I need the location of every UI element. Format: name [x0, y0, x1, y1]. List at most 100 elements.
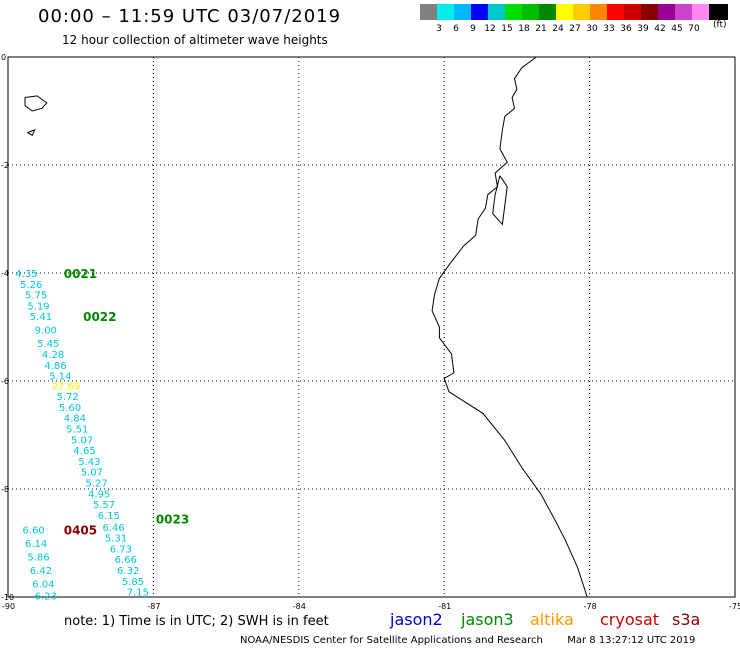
swh-value: 5.86 [27, 553, 49, 564]
legend-swatch [437, 4, 456, 20]
y-tick-label: -10 [1, 593, 14, 602]
swh-value: 4.65 [73, 446, 95, 457]
x-tick-label: -84 [293, 602, 306, 611]
swh-value: 6.60 [23, 526, 45, 537]
map-frame [7, 56, 736, 598]
swh-value: 7.15 [127, 588, 149, 599]
legend-swatch [522, 4, 541, 20]
legend-swatch [607, 4, 626, 20]
swh-value: 5.14 [49, 372, 71, 383]
legend-label: 12 [484, 24, 496, 34]
swh-value: 4.95 [88, 489, 110, 500]
legend-label: 21 [535, 24, 547, 34]
footer-timestamp: Mar 8 13:27:12 UTC 2019 [567, 635, 696, 646]
swh-value: 9.00 [35, 326, 57, 337]
chart-subtitle: 12 hour collection of altimeter wave hei… [62, 33, 328, 47]
legend-swatch [675, 4, 694, 20]
island-outline [27, 129, 36, 137]
legend-swatch [624, 4, 643, 20]
swh-value: 5.51 [66, 425, 88, 436]
x-tick-label: -90 [2, 602, 15, 611]
legend-swatch [573, 4, 592, 20]
legend-label: 36 [620, 24, 632, 34]
coastline [431, 56, 588, 598]
y-tick-label: -4 [1, 269, 9, 278]
swh-value: 5.85 [122, 577, 144, 588]
swh-value: 6.14 [25, 539, 47, 550]
swh-value: 6.73 [110, 544, 132, 555]
chart-title: 00:00 – 11:59 UTC 03/07/2019 [38, 6, 342, 27]
legend-label: 30 [586, 24, 598, 34]
legend-label: 15 [501, 24, 513, 34]
gulf-island-outline [492, 175, 508, 226]
legend-label: 24 [552, 24, 564, 34]
swh-value: 5.19 [27, 301, 49, 312]
satellite-label-jason3: jason3 [461, 610, 514, 629]
swh-value: 5.07 [81, 468, 103, 479]
swh-value: 5.26 [20, 280, 42, 291]
swh-value: 5.57 [93, 500, 115, 511]
map-note: note: 1) Time is in UTC; 2) SWH is in fe… [64, 614, 329, 629]
x-tick-label: -75 [729, 602, 740, 611]
legend-label: 3 [436, 24, 442, 34]
swh-value: 4.35 [15, 269, 37, 280]
legend-swatch [505, 4, 524, 20]
swh-value: 5.07 [71, 435, 93, 446]
legend-unit: (ft) [713, 20, 727, 30]
legend-swatch [556, 4, 575, 20]
swh-value: 5.43 [78, 457, 100, 468]
footer-credit: NOAA/NESDIS Center for Satellite Applica… [240, 635, 543, 646]
swh-value: 4.84 [64, 414, 86, 425]
swh-value: 6.46 [103, 523, 125, 534]
satellite-label-altika: altika [530, 610, 574, 629]
legend-swatch [539, 4, 558, 20]
swh-value: 6.23 [35, 591, 57, 602]
swh-value: 27.69 [52, 381, 81, 392]
pass-number-label: 0023 [156, 513, 189, 527]
legend-label: 45 [671, 24, 683, 34]
legend-label: 42 [654, 24, 666, 34]
swh-value: 6.15 [98, 511, 120, 522]
legend-swatch [471, 4, 490, 20]
swh-value: 5.27 [86, 479, 108, 490]
island-outline [24, 95, 48, 112]
swh-value: 5.45 [37, 339, 59, 350]
x-tick-label: -87 [147, 602, 160, 611]
legend-swatch [420, 4, 439, 20]
legend-swatch [641, 4, 660, 20]
swh-value: 5.60 [59, 403, 81, 414]
swh-value: 4.28 [42, 350, 64, 361]
swh-value: 6.42 [30, 566, 52, 577]
swh-value: 4.86 [44, 361, 66, 372]
legend-swatch [488, 4, 507, 20]
legend-swatch [590, 4, 609, 20]
x-tick-label: -78 [584, 602, 597, 611]
legend-label: 18 [518, 24, 530, 34]
legend-swatch [709, 4, 728, 20]
swh-value: 5.75 [25, 291, 47, 302]
legend-label: 70 [688, 24, 700, 34]
y-tick-label: -2 [1, 161, 9, 170]
swh-value: 5.31 [105, 534, 127, 545]
y-tick-label: -8 [1, 485, 9, 494]
y-tick-label: -6 [1, 377, 9, 386]
legend-swatch [454, 4, 473, 20]
pass-number-label: 0022 [83, 310, 116, 324]
legend-label: 9 [470, 24, 476, 34]
satellite-label-s3a: s3a [672, 610, 701, 629]
satellite-label-cryosat: cryosat [600, 610, 660, 629]
satellite-label-jason2: jason2 [390, 610, 443, 629]
legend-swatch [658, 4, 677, 20]
legend-swatch [692, 4, 711, 20]
pass-number-label: 0405 [64, 524, 97, 538]
legend-label: 39 [637, 24, 649, 34]
swh-value: 6.66 [115, 555, 137, 566]
swh-value: 6.32 [117, 566, 139, 577]
legend-label: 6 [453, 24, 459, 34]
pass-number-label: 0021 [64, 267, 97, 281]
swh-value: 5.72 [56, 392, 78, 403]
swh-value: 6.04 [32, 580, 54, 591]
y-tick-label: 0 [1, 53, 6, 62]
footer: NOAA/NESDIS Center for Satellite Applica… [240, 635, 695, 646]
